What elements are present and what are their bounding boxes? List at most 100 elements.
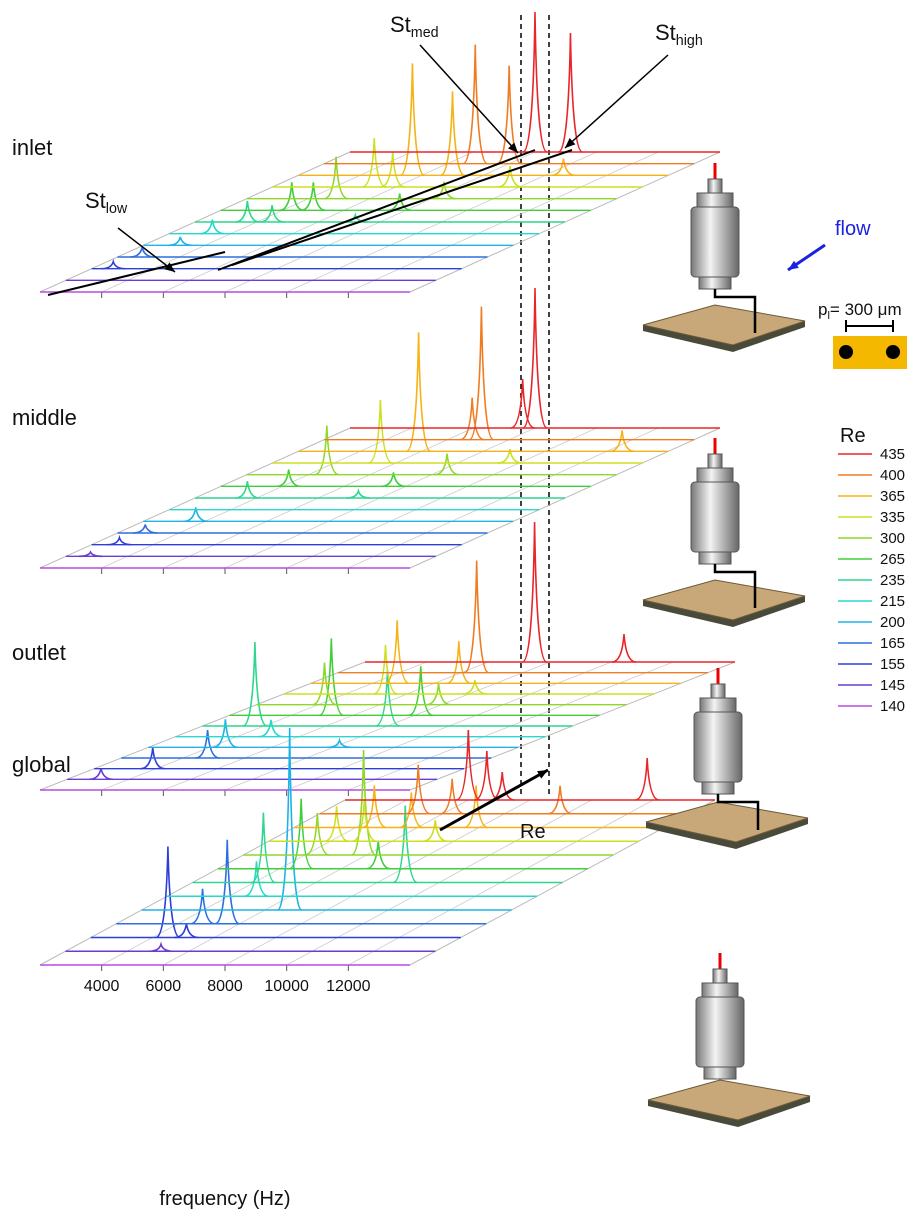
pitch-sub: l <box>827 310 829 322</box>
probe-top <box>699 697 737 713</box>
spectral-peak <box>235 481 260 499</box>
spectral-peak <box>406 764 431 815</box>
chip-plate-side <box>643 596 805 627</box>
legend-label: 435 <box>880 446 905 463</box>
spectral-peak <box>497 448 522 464</box>
spectral-peak <box>260 205 285 223</box>
pin <box>886 345 900 359</box>
probe-top <box>701 982 739 998</box>
spectral-peak <box>400 63 425 177</box>
legend-label: 155 <box>880 656 905 673</box>
x-tick-label: 12000 <box>326 978 371 995</box>
st-low-sub: low <box>106 201 128 217</box>
spectral-peak <box>312 662 337 706</box>
spectral-peak <box>368 399 393 464</box>
spectral-peak <box>362 137 387 188</box>
st-line <box>47 251 226 296</box>
pitch-rest: = 300 μm <box>830 300 902 319</box>
probe-cap <box>712 968 728 984</box>
panel-title: global <box>12 752 71 777</box>
spectral-peak <box>301 182 326 212</box>
spectral-peak <box>319 638 344 717</box>
arrow-shaft <box>564 54 669 149</box>
spectral-peak <box>381 472 406 488</box>
spectral-peak <box>183 507 208 523</box>
spectral-peak <box>446 641 472 685</box>
probe-base <box>703 1066 737 1080</box>
panel-title: middle <box>12 405 77 430</box>
spectral-peak <box>190 888 215 925</box>
spectral-peak <box>279 182 304 212</box>
chip-plate <box>645 801 809 843</box>
spectral-peak <box>434 453 460 476</box>
spectral-peak <box>195 729 220 759</box>
spectral-peak <box>611 633 637 663</box>
pin <box>839 345 853 359</box>
arrow-shaft <box>117 227 176 273</box>
spectral-peak <box>463 785 489 829</box>
probe-wire <box>716 794 760 830</box>
probe-top <box>696 467 734 483</box>
legend-label: 165 <box>880 635 905 652</box>
arrow-head <box>565 138 576 148</box>
probe-wire <box>713 564 757 608</box>
probe-body <box>693 711 743 783</box>
probe-body <box>695 996 745 1068</box>
chip-plate-side <box>646 818 808 849</box>
st-low-base: St <box>85 188 106 213</box>
spectral-peak <box>609 430 635 453</box>
spectral-peak <box>244 861 269 898</box>
arrow-head <box>537 770 548 779</box>
arrow-shaft <box>419 44 519 154</box>
spectral-peak <box>440 778 465 815</box>
st-high: Sthigh <box>655 20 703 49</box>
spectral-peak <box>351 749 376 856</box>
spectral-peak <box>200 219 225 235</box>
spectral-peak <box>133 524 158 534</box>
probe-body <box>690 206 740 278</box>
chip-plate-side <box>648 1096 810 1127</box>
legend-label: 140 <box>880 698 905 715</box>
re-arrow-label: Re <box>520 821 546 843</box>
legend-label: 265 <box>880 551 905 568</box>
spectral-peak <box>474 750 500 801</box>
spectral-peak <box>558 32 583 153</box>
legend-label: 300 <box>880 530 905 547</box>
spectral-peak <box>78 550 103 558</box>
st-high-base: St <box>655 20 676 45</box>
probe-cap <box>707 453 723 469</box>
spectral-peak <box>522 11 548 153</box>
arrow-shaft <box>439 768 549 832</box>
spectral-peak <box>551 158 576 177</box>
pitch-label: pl= 300 μm <box>818 300 902 322</box>
probe-cap <box>710 683 726 699</box>
st-line <box>217 149 536 271</box>
spectral-peak <box>462 679 487 695</box>
spectral-peak <box>288 798 314 870</box>
x-tick-label: 10000 <box>264 978 309 995</box>
legend-label: 200 <box>880 614 905 631</box>
spectral-peak <box>362 785 387 829</box>
legend-label: 365 <box>880 488 905 505</box>
st-low: Stlow <box>85 188 128 217</box>
spectral-peak <box>327 737 352 749</box>
st-med-base: St <box>390 12 411 37</box>
spectral-peak <box>522 521 547 663</box>
spectral-peak <box>251 812 276 884</box>
spectral-peak <box>148 941 174 953</box>
spectral-peak <box>399 792 424 829</box>
spectral-peak <box>235 200 260 223</box>
legend-label: 235 <box>880 572 905 589</box>
spectral-peak <box>346 488 371 499</box>
spectral-peak <box>510 378 535 429</box>
spectral-peak <box>258 719 284 738</box>
panel-title: inlet <box>12 135 52 160</box>
spectral-peak <box>634 757 660 801</box>
spectral-peak <box>547 785 573 815</box>
probe-cap <box>707 178 723 194</box>
spectral-peak <box>459 397 485 441</box>
spectral-peak <box>496 65 522 165</box>
spectral-peak <box>214 839 240 925</box>
chip-plate-side <box>643 321 805 352</box>
spectral-peak <box>408 666 433 717</box>
